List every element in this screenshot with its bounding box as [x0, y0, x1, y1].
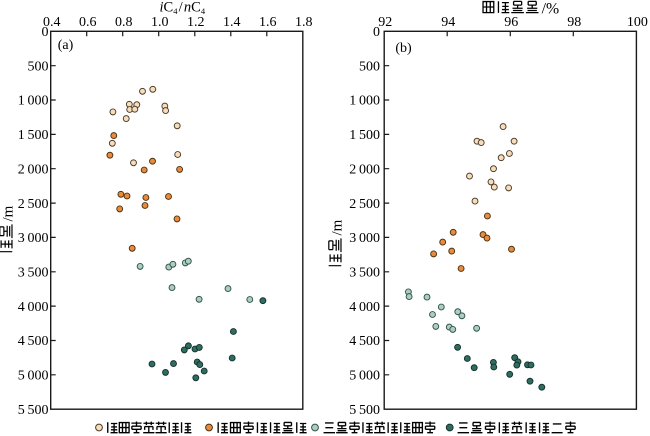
svg-text:0.4: 0.4 [43, 15, 61, 30]
svg-text:94: 94 [441, 15, 455, 30]
svg-text:4 000: 4 000 [18, 300, 49, 315]
svg-text:1 500: 1 500 [18, 128, 49, 143]
svg-text:500: 500 [359, 59, 380, 74]
svg-text:5 000: 5 000 [18, 369, 49, 384]
svg-text:92: 92 [378, 15, 392, 30]
svg-text:4 000: 4 000 [349, 300, 380, 315]
svg-text:1.8: 1.8 [295, 15, 313, 30]
svg-text:3 500: 3 500 [349, 266, 380, 281]
svg-text:5 500: 5 500 [349, 403, 380, 418]
svg-text:0.8: 0.8 [115, 15, 133, 30]
svg-text:5 500: 5 500 [18, 403, 49, 418]
svg-text:0: 0 [42, 25, 49, 40]
svg-text:2 000: 2 000 [18, 162, 49, 177]
svg-text:/m: /m [1, 205, 17, 221]
svg-text:3 000: 3 000 [349, 231, 380, 246]
svg-text:0.6: 0.6 [79, 15, 97, 30]
svg-text:2 500: 2 500 [18, 197, 49, 212]
svg-text:4 500: 4 500 [349, 334, 380, 349]
svg-text:1 000: 1 000 [18, 94, 49, 109]
svg-text:(b): (b) [395, 41, 412, 56]
svg-text:(a): (a) [58, 38, 74, 53]
svg-text:1 000: 1 000 [349, 94, 380, 109]
svg-text:/m: /m [330, 219, 346, 235]
svg-text:0: 0 [373, 25, 380, 40]
svg-text:1.4: 1.4 [223, 15, 241, 30]
svg-text:4 500: 4 500 [18, 334, 49, 349]
svg-text:2 000: 2 000 [349, 162, 380, 177]
svg-text:96: 96 [504, 15, 518, 30]
svg-text:5 000: 5 000 [349, 369, 380, 384]
svg-text:500: 500 [28, 59, 49, 74]
svg-text:1.0: 1.0 [151, 15, 169, 30]
svg-text:1.6: 1.6 [259, 15, 277, 30]
svg-text:100: 100 [627, 15, 648, 30]
svg-text:iC4 / nC4: iC4 / nC4 [160, 0, 206, 16]
svg-text:3 000: 3 000 [18, 231, 49, 246]
svg-text:2 500: 2 500 [349, 197, 380, 212]
svg-text:/%: /% [542, 1, 560, 18]
svg-text:98: 98 [567, 15, 581, 30]
svg-text:1 500: 1 500 [349, 128, 380, 143]
svg-text:1.2: 1.2 [187, 15, 205, 30]
svg-text:3 500: 3 500 [18, 266, 49, 281]
